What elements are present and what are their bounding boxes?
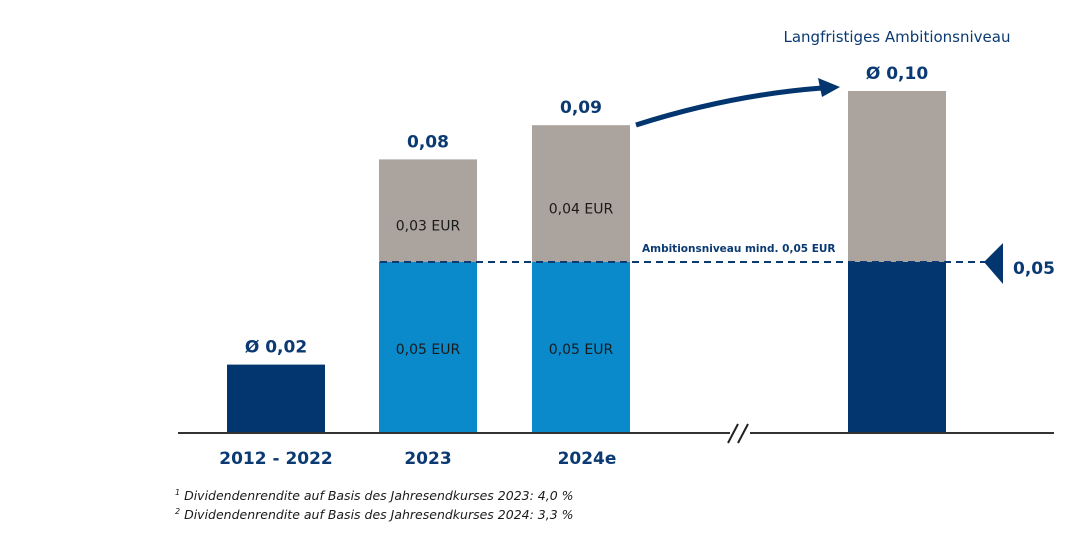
labels-group: Ø 0,02 2012 - 2022 0,05 EUR 0,03 EUR 0,08 202… bbox=[219, 64, 928, 469]
bar-segment-base bbox=[848, 262, 946, 433]
threshold-label: Ambitionsniveau mind. 0,05 EUR bbox=[642, 243, 836, 255]
segment-value-label: 0,03 EUR bbox=[396, 219, 461, 235]
footnote-2: 2 Dividendenrendite auf Basis des Jahres… bbox=[175, 507, 574, 522]
bar-total-label: Ø 0,10 bbox=[866, 64, 928, 84]
bar-segment-additional bbox=[532, 125, 630, 262]
bar-total-label: Ø 0,02 bbox=[245, 338, 307, 358]
footnote-marker: 2 bbox=[175, 507, 181, 516]
footnote-marker: 1 bbox=[175, 488, 181, 497]
category-tick-label: 2012 - 2022 bbox=[219, 449, 333, 469]
footnote-1: 1 Dividendenrendite auf Basis des Jahres… bbox=[175, 488, 574, 503]
threshold-marker-triangle-icon bbox=[984, 243, 1003, 284]
axis-break-mark bbox=[737, 423, 749, 444]
segment-value-label: 0,05 EUR bbox=[396, 342, 461, 358]
trend-arrow-icon bbox=[635, 85, 823, 128]
bar-segment-additional bbox=[379, 159, 477, 262]
trend-arrowhead-icon bbox=[818, 78, 840, 97]
bars-group bbox=[227, 91, 946, 433]
bar-segment-additional bbox=[848, 91, 946, 262]
category-tick-label: 2024e bbox=[558, 449, 617, 469]
footnote-text: Dividendenrendite auf Basis des Jahresen… bbox=[184, 488, 574, 504]
axis-break-mark bbox=[727, 423, 739, 444]
bar-total-label: 0,08 bbox=[407, 132, 449, 152]
threshold-value-label: 0,05 bbox=[1013, 259, 1055, 279]
footnote-text: Dividendenrendite auf Basis des Jahresen… bbox=[184, 507, 574, 523]
bar-segment-base bbox=[379, 262, 477, 433]
category-tick-label: 2023 bbox=[404, 449, 451, 469]
bar-total-label: 0,09 bbox=[560, 98, 602, 118]
bar-segment-base bbox=[532, 262, 630, 433]
segment-value-label: 0,04 EUR bbox=[549, 202, 614, 218]
longterm-title: Langfristiges Ambitionsniveau bbox=[784, 28, 1011, 46]
axis-break-gap bbox=[730, 428, 750, 438]
segment-value-label: 0,05 EUR bbox=[549, 342, 614, 358]
bar-segment-base bbox=[227, 364, 325, 433]
